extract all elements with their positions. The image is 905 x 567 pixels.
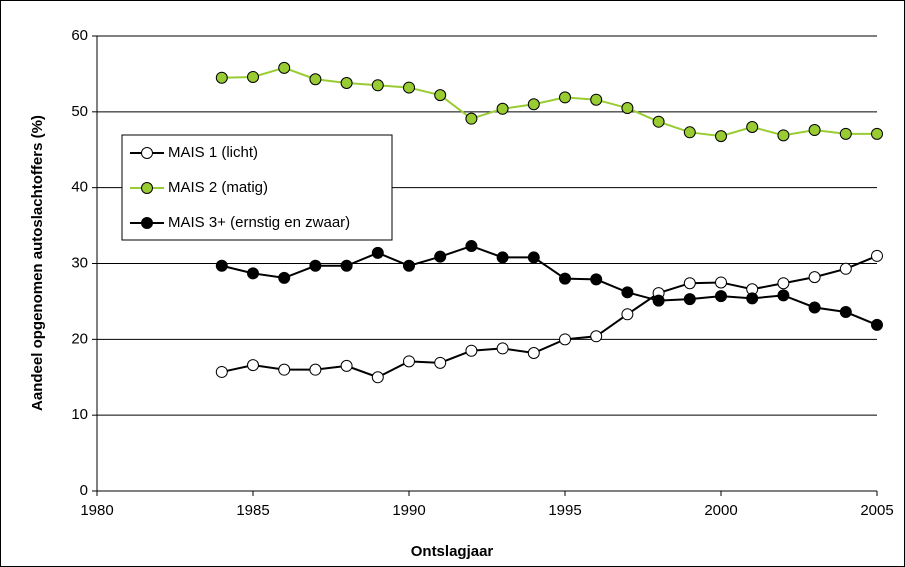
data-point [683, 293, 696, 306]
y-tick-label: 40 [71, 179, 88, 196]
data-point [808, 301, 821, 314]
data-point [434, 89, 447, 102]
y-tick-label: 60 [71, 27, 88, 44]
y-tick-label: 10 [71, 406, 88, 423]
data-point [247, 70, 259, 83]
data-point [247, 267, 259, 280]
data-point [371, 371, 384, 384]
data-point [496, 251, 509, 264]
legend-label: MAIS 2 (matig) [168, 179, 268, 196]
y-tick-label: 20 [71, 330, 88, 347]
data-point [715, 290, 727, 303]
data-point [215, 365, 228, 378]
data-point [559, 91, 571, 104]
data-point [403, 81, 415, 94]
data-point [527, 346, 540, 359]
y-tick-label: 50 [71, 103, 88, 120]
data-point [746, 292, 759, 305]
data-point [278, 271, 291, 284]
data-point [777, 289, 790, 302]
data-point [715, 130, 727, 143]
data-point [215, 71, 228, 84]
data-point [590, 93, 603, 106]
data-point [621, 286, 634, 299]
series-line [221, 244, 878, 326]
data-point [403, 355, 415, 368]
legend-box [121, 134, 393, 241]
data-point [652, 115, 665, 128]
data-point [496, 102, 509, 115]
x-tick-label: 1980 [80, 502, 113, 519]
series-line [221, 66, 877, 138]
data-point [559, 272, 571, 285]
x-tick-label: 1985 [236, 502, 269, 519]
series-line [221, 254, 878, 379]
data-point [278, 61, 291, 74]
data-point [527, 251, 540, 264]
data-point [590, 273, 603, 286]
legend-marker [141, 182, 153, 194]
data-point [527, 98, 540, 111]
data-point [559, 333, 571, 346]
data-point [590, 330, 603, 343]
data-point [839, 306, 852, 319]
data-point [340, 77, 353, 90]
data-point [808, 271, 821, 284]
data-point [309, 363, 322, 376]
y-tick-label: 30 [71, 254, 88, 271]
data-point [247, 359, 259, 372]
data-point [808, 124, 821, 137]
legend-label: MAIS 3+ (ernstig en zwaar) [168, 214, 350, 231]
data-point [715, 276, 727, 289]
data-point [340, 259, 353, 272]
data-point [777, 129, 790, 142]
data-point [777, 277, 790, 290]
data-point [871, 249, 883, 262]
x-axis-label: Ontslagjaar [411, 543, 494, 560]
data-point [434, 356, 447, 369]
data-point [465, 112, 478, 125]
y-axis-label: Aandeel opgenomen autoslachtoffers (%) [29, 115, 46, 411]
data-point [871, 318, 883, 331]
data-point [309, 73, 322, 86]
data-point [683, 277, 696, 290]
data-point [839, 262, 852, 275]
data-point [652, 294, 665, 307]
x-tick-label: 2000 [704, 502, 737, 519]
data-point [683, 126, 696, 139]
legend-marker [141, 217, 153, 229]
data-point [465, 344, 478, 357]
legend-marker [141, 147, 153, 159]
legend-label: MAIS 1 (licht) [168, 144, 258, 161]
data-point [621, 308, 634, 321]
data-point [403, 259, 415, 272]
data-point [309, 259, 322, 272]
x-tick-label: 1990 [392, 502, 425, 519]
data-point [371, 79, 384, 92]
data-point [496, 342, 509, 355]
data-point [371, 246, 384, 259]
x-tick-label: 2005 [860, 502, 893, 519]
data-point [215, 259, 228, 272]
data-point [839, 127, 852, 140]
data-point [278, 363, 291, 376]
data-point [434, 250, 447, 263]
data-point [465, 240, 478, 253]
data-point [340, 359, 353, 372]
y-tick-label: 0 [80, 482, 88, 499]
x-tick-label: 1995 [548, 502, 581, 519]
data-point [621, 102, 634, 115]
data-point [871, 127, 883, 140]
data-point [746, 121, 759, 133]
